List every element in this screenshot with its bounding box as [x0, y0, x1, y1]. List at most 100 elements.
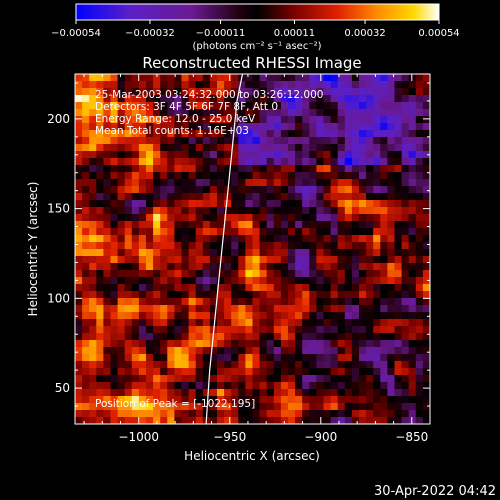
heatmap-cell — [387, 116, 395, 124]
heatmap-cell — [330, 144, 339, 152]
heatmap-cell — [89, 270, 97, 278]
heatmap-cell — [302, 137, 310, 145]
heatmap-cell — [202, 354, 211, 362]
heatmap-cell — [259, 74, 268, 82]
heatmap-cell — [415, 361, 424, 369]
heatmap-cell — [323, 193, 331, 201]
heatmap-cell — [344, 228, 353, 236]
heatmap-cell — [351, 410, 360, 418]
heatmap-cell — [323, 81, 331, 89]
heatmap-cell — [209, 158, 218, 166]
heatmap-cell — [302, 396, 310, 404]
heatmap-cell — [103, 130, 111, 138]
heatmap-cell — [195, 361, 204, 369]
heatmap-cell — [309, 221, 317, 229]
heatmap-cell — [422, 340, 430, 348]
heatmap-cell — [146, 382, 154, 390]
heatmap-cell — [316, 403, 324, 411]
heatmap-cell — [231, 326, 239, 334]
heatmap-cell — [330, 88, 339, 96]
heatmap-cell — [209, 354, 218, 362]
heatmap-cell — [266, 347, 275, 355]
heatmap-cell — [209, 109, 218, 117]
heatmap-cell — [408, 270, 417, 278]
y-tick-label: 150 — [47, 202, 70, 216]
heatmap-cell — [273, 340, 282, 348]
heatmap-cell — [209, 81, 218, 89]
heatmap-cell — [295, 382, 303, 390]
heatmap-cell — [110, 74, 118, 82]
heatmap-cell — [181, 221, 189, 229]
heatmap-cell — [259, 186, 268, 194]
heatmap-cell — [146, 270, 154, 278]
heatmap-cell — [323, 186, 331, 194]
heatmap-cell — [422, 137, 430, 145]
heatmap-cell — [380, 333, 388, 341]
heatmap-cell — [266, 200, 275, 208]
heatmap-cell — [146, 291, 154, 299]
heatmap-cell — [75, 291, 83, 299]
heatmap-cell — [195, 305, 204, 313]
heatmap-cell — [266, 270, 275, 278]
heatmap-cell — [245, 137, 253, 145]
heatmap-cell — [316, 333, 324, 341]
heatmap-cell — [302, 123, 310, 131]
heatmap-cell — [394, 389, 402, 397]
heatmap-cell — [174, 228, 182, 236]
heatmap-cell — [238, 186, 246, 194]
heatmap-cell — [309, 137, 317, 145]
heatmap-cell — [117, 214, 126, 222]
heatmap-cell — [209, 172, 218, 180]
heatmap-cell — [330, 249, 339, 257]
heatmap-cell — [138, 263, 147, 271]
heatmap-cell — [387, 326, 395, 334]
heatmap-cell — [124, 137, 133, 145]
heatmap-cell — [245, 249, 253, 257]
heatmap-cell — [380, 368, 388, 376]
heatmap-cell — [309, 249, 317, 257]
heatmap-cell — [295, 340, 303, 348]
heatmap-cell — [316, 165, 324, 173]
heatmap-cell — [273, 291, 282, 299]
heatmap-cell — [323, 95, 331, 103]
heatmap-cell — [316, 193, 324, 201]
heatmap-cell — [373, 375, 381, 383]
heatmap-cell — [259, 256, 268, 264]
heatmap-cell — [217, 200, 225, 208]
heatmap-cell — [188, 137, 197, 145]
heatmap-cell — [224, 221, 232, 229]
heatmap-cell — [195, 179, 204, 187]
heatmap-cell — [337, 319, 346, 327]
heatmap-cell — [380, 123, 388, 131]
heatmap-cell — [415, 396, 424, 404]
heatmap-cell — [330, 305, 339, 313]
heatmap-cell — [415, 368, 424, 376]
heatmap-cell — [174, 410, 182, 418]
heatmap-cell — [82, 375, 90, 383]
heatmap-cell — [309, 354, 317, 362]
heatmap-cell — [266, 165, 275, 173]
heatmap-cell — [110, 333, 118, 341]
heatmap-cell — [288, 368, 296, 376]
heatmap-cell — [124, 88, 133, 96]
heatmap-cell — [117, 116, 126, 124]
heatmap-cell — [75, 410, 83, 418]
heatmap-cell — [380, 326, 388, 334]
heatmap-cell — [252, 228, 260, 236]
heatmap-cell — [75, 193, 83, 201]
heatmap-cell — [174, 137, 182, 145]
heatmap-cell — [359, 410, 367, 418]
heatmap-cell — [273, 347, 282, 355]
heatmap-cell — [188, 340, 197, 348]
heatmap-cell — [146, 137, 154, 145]
heatmap-cell — [387, 375, 395, 383]
heatmap-cell — [96, 284, 104, 292]
heatmap-cell — [252, 165, 260, 173]
heatmap-cell — [138, 291, 147, 299]
heatmap-cell — [75, 102, 83, 110]
heatmap-cell — [89, 109, 97, 117]
heatmap-cell — [75, 186, 83, 194]
heatmap-cell — [316, 263, 324, 271]
heatmap-cell — [82, 95, 90, 103]
heatmap-cell — [138, 312, 147, 320]
